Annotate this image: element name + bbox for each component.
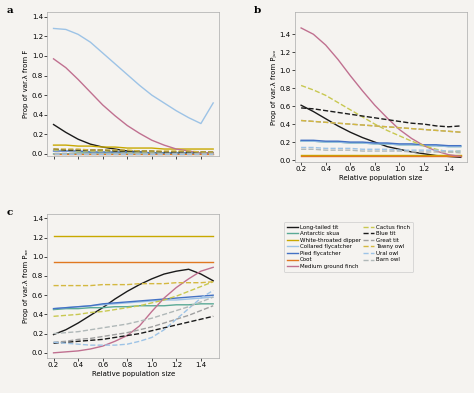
Y-axis label: Prop of var.λ from Pₐₑ: Prop of var.λ from Pₐₑ xyxy=(23,248,29,323)
X-axis label: Relative population size: Relative population size xyxy=(339,175,422,181)
Y-axis label: Prop of var.λ from F: Prop of var.λ from F xyxy=(23,50,29,118)
Text: b: b xyxy=(254,6,261,15)
Text: a: a xyxy=(6,6,13,15)
Legend: Long-tailed tit, Antarctic skua, White-throated dipper, Collared flycatcher, Pie: Long-tailed tit, Antarctic skua, White-t… xyxy=(284,222,413,272)
Text: c: c xyxy=(6,208,12,217)
X-axis label: Relative population size: Relative population size xyxy=(92,371,175,376)
Y-axis label: Prop of var.λ from Pⱼᵤᵥ: Prop of var.λ from Pⱼᵤᵥ xyxy=(271,49,277,125)
